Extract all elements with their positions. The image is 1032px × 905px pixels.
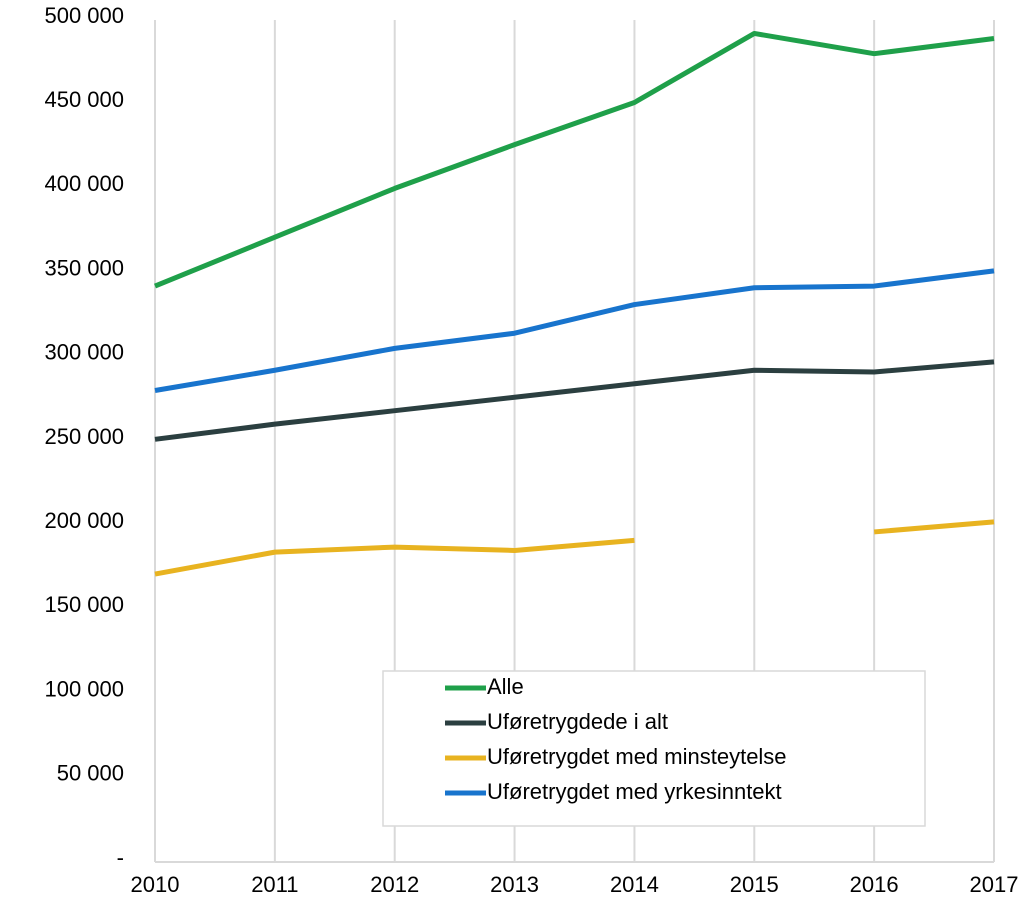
legend-label: Uføretrygdet med yrkesinntekt xyxy=(487,779,782,804)
y-tick-label: 350 000 xyxy=(44,255,124,280)
y-tick-label: 50 000 xyxy=(57,761,124,786)
legend-label: Uføretrygdet med minsteytelse xyxy=(487,744,787,769)
legend-box xyxy=(382,670,926,827)
y-tick-label: 100 000 xyxy=(44,676,124,701)
series-line xyxy=(154,359,995,442)
x-tick-label: 2013 xyxy=(490,872,539,897)
x-tick-label: 2017 xyxy=(970,872,1019,897)
y-tick-label: 200 000 xyxy=(44,508,124,533)
series-line xyxy=(154,519,995,577)
y-tick-label: 400 000 xyxy=(44,171,124,196)
x-tick-label: 2014 xyxy=(610,872,659,897)
x-tick-label: 2011 xyxy=(251,872,298,897)
y-tick-label: 250 000 xyxy=(44,424,124,449)
y-tick-label: 450 000 xyxy=(44,87,124,112)
y-tick-label: 500 000 xyxy=(44,3,124,28)
y-tick-label: - xyxy=(117,845,124,870)
x-tick-label: 2016 xyxy=(850,872,899,897)
legend-label: Alle xyxy=(487,674,524,699)
series-line xyxy=(154,30,995,289)
x-tick-label: 2010 xyxy=(131,872,180,897)
series-line xyxy=(154,268,995,393)
legend-label: Uføretrygdede i alt xyxy=(487,709,668,734)
x-tick-label: 2012 xyxy=(370,872,419,897)
x-tick-label: 2015 xyxy=(730,872,779,897)
y-tick-label: 300 000 xyxy=(44,340,124,365)
y-tick-label: 150 000 xyxy=(44,592,124,617)
